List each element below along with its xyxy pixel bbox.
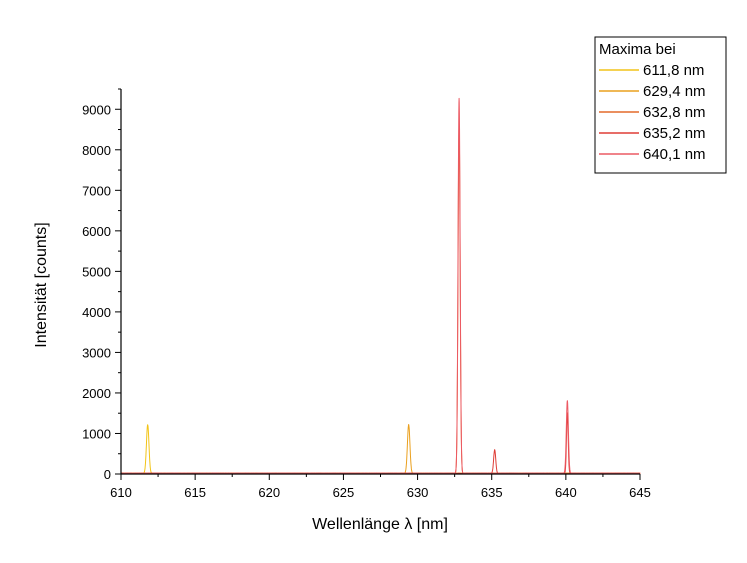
legend-label: 632,8 nm	[643, 104, 706, 121]
series-line-1	[120, 424, 641, 475]
y-tick-label: 6000	[82, 224, 111, 239]
legend: Maxima bei 611,8 nm 629,4 nm 632,8 nm 635,2 …	[594, 36, 727, 174]
x-axis-title: Wellenlänge λ [nm]	[312, 516, 448, 533]
x-tick-label: 615	[184, 485, 206, 500]
legend-box	[594, 36, 727, 174]
x-tick-label: 620	[258, 485, 280, 500]
legend-label: 635,2 nm	[643, 125, 706, 142]
y-axis-title: Intensität [counts]	[33, 222, 50, 347]
legend-label: 611,8 nm	[643, 62, 704, 79]
ticks: 610 615 620 625 630 635 640 645 0 1000 2000 3000 400…	[82, 88, 651, 500]
legend-label: 640,1 nm	[643, 146, 706, 163]
series-line-3	[120, 126, 641, 475]
legend-label: 629,4 nm	[643, 83, 706, 100]
y-tick-label: 7000	[82, 183, 111, 198]
plot-lines	[120, 97, 641, 475]
y-tick-label: 5000	[82, 264, 111, 279]
x-tick-label: 630	[407, 485, 429, 500]
y-tick-label: 8000	[82, 143, 111, 158]
series-line-4	[120, 412, 641, 475]
y-tick-label: 3000	[82, 345, 111, 360]
x-tick-label: 640	[555, 485, 577, 500]
y-tick-label: 9000	[82, 102, 111, 117]
x-tick-label: 610	[110, 485, 132, 500]
x-tick-label: 645	[629, 485, 651, 500]
series-line-2	[120, 424, 641, 475]
y-tick-label: 4000	[82, 305, 111, 320]
legend-title: Maxima bei	[599, 41, 676, 58]
x-tick-label: 635	[481, 485, 503, 500]
x-tick-label: 625	[333, 485, 355, 500]
y-tick-label: 0	[104, 467, 111, 482]
y-tick-label: 2000	[82, 386, 111, 401]
series-line-5	[120, 97, 641, 475]
y-tick-label: 1000	[82, 426, 111, 441]
axes	[120, 89, 640, 475]
